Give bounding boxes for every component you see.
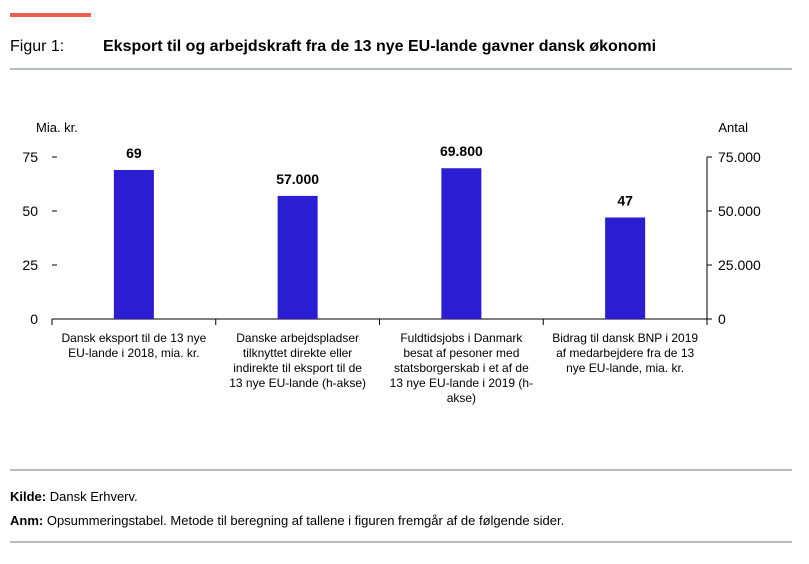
source-line: Kilde: Dansk Erhverv.	[10, 489, 138, 504]
header-divider	[10, 68, 792, 70]
bar	[605, 217, 646, 319]
left-tick-label: 25	[22, 257, 38, 273]
category-label: Fuldtidsjobs i Danmark	[400, 331, 523, 345]
chart: Mia. kr. Antal 0 25 50 75 0 25.000 50.000 75.000 6…	[22, 120, 761, 405]
bar	[113, 169, 154, 319]
figure-label: Figur 1:	[10, 38, 65, 55]
bar-value-label: 47	[617, 192, 633, 208]
category-label: besat af pesoner med	[403, 346, 519, 360]
left-tick-label: 50	[22, 203, 38, 219]
category-label: nye EU-lande, mia. kr.	[566, 361, 684, 375]
accent-bar	[10, 13, 91, 17]
category-label: akse)	[447, 391, 476, 405]
category-label: 13 nye EU-lande i 2019 (h-	[390, 376, 533, 390]
note-text: Opsummeringstabel. Metode til beregning …	[46, 513, 565, 528]
left-tick-label: 75	[22, 149, 38, 165]
category-label: af medarbejdere fra de 13	[556, 346, 694, 360]
right-tick-label: 50.000	[718, 203, 761, 219]
category-label: Danske arbejdspladser	[236, 331, 359, 345]
category-label: tilknyttet direkte eller	[243, 346, 352, 360]
right-tick-label: 75.000	[718, 149, 761, 165]
source-label: Kilde:	[10, 489, 47, 504]
category-label: Bidrag til dansk BNP i 2019	[552, 331, 698, 345]
category-label: Dansk eksport til de 13 nye	[62, 331, 207, 345]
footer-divider	[10, 541, 792, 543]
left-tick-label: 0	[30, 311, 38, 327]
source-text: Dansk Erhverv.	[49, 489, 138, 504]
note-label: Anm:	[10, 513, 44, 528]
bar	[441, 168, 482, 319]
right-tick-label: 25.000	[718, 257, 761, 273]
category-label: indirekte til eksport til de	[233, 361, 362, 375]
bar-value-label: 69.800	[440, 143, 483, 159]
right-tick-label: 0	[718, 311, 726, 327]
figure-title: Eksport til og arbejdskraft fra de 13 ny…	[103, 38, 657, 55]
bar	[277, 195, 318, 319]
chart-bottom-divider	[10, 469, 792, 471]
category-label: statsborgerskab i et af de	[394, 361, 529, 375]
left-axis-unit: Mia. kr.	[36, 120, 78, 135]
bar-value-label: 69	[126, 145, 142, 161]
bar-value-label: 57.000	[276, 171, 319, 187]
note-line: Anm: Opsummeringstabel. Metode til bereg…	[10, 513, 564, 528]
category-label: EU-lande i 2018, mia. kr.	[68, 346, 199, 360]
right-axis-unit: Antal	[718, 120, 748, 135]
category-label: 13 nye EU-lande (h-akse)	[229, 376, 366, 390]
